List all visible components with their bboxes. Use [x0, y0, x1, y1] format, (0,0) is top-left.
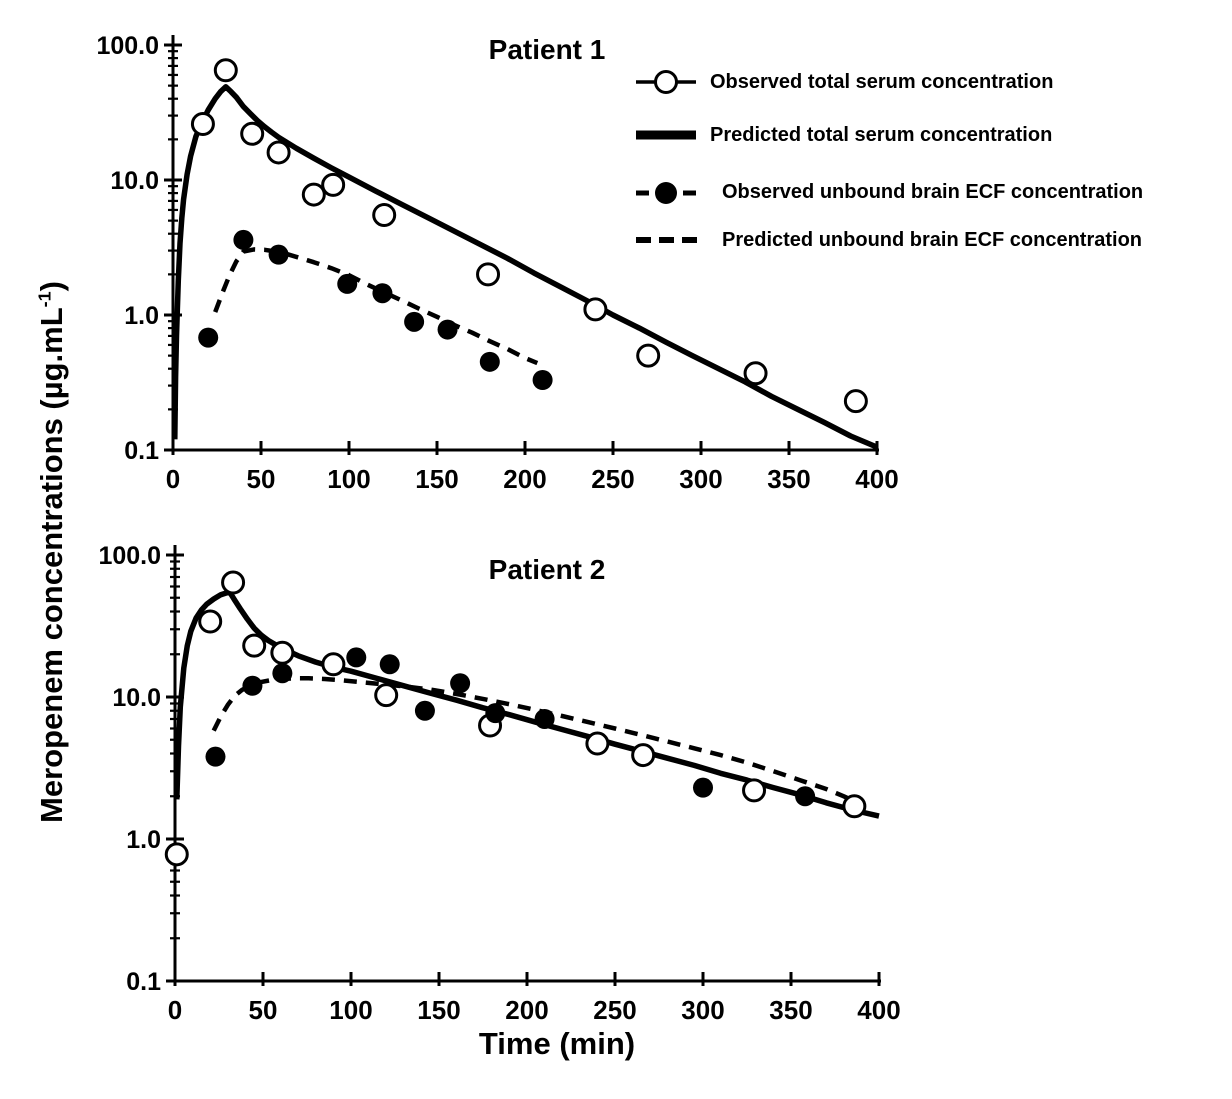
chart-patient-1: 0 50 100 150 200 250 300 350 400 100.0 10.0 1.0 0.1	[96, 32, 898, 494]
svg-text:400: 400	[857, 995, 900, 1025]
chart-title-patient-2: Patient 2	[488, 554, 606, 585]
svg-text:50: 50	[249, 995, 278, 1025]
y-axis-label-superscript: -1	[34, 291, 55, 308]
svg-text:250: 250	[593, 995, 636, 1025]
x-axis-patient-2: 0 50 100 150 200 250 300 350 400	[168, 972, 901, 1025]
y-axis-label-suffix: )	[34, 281, 69, 292]
svg-text:10.0: 10.0	[110, 167, 159, 195]
legend: Observed total serum concentration Predi…	[634, 56, 1232, 266]
svg-text:100: 100	[327, 464, 370, 494]
svg-text:1.0: 1.0	[126, 826, 161, 854]
series-predicted-unbound-brain-ecf-concentration	[211, 676, 866, 809]
y-axis-patient-2: 100.0 10.0 1.0 0.1	[98, 542, 184, 996]
series-observed-unbound-brain-ecf-concentration	[205, 647, 816, 807]
svg-text:350: 350	[769, 995, 812, 1025]
svg-text:300: 300	[679, 464, 722, 494]
svg-text:0: 0	[168, 995, 182, 1025]
y-axis-label-main: Meropenem concentrations (µg.mL	[34, 307, 69, 823]
y-axis-label: Meropenem concentrations (µg.mL-1)	[34, 281, 70, 823]
legend-label: Predicted total serum concentration	[710, 123, 1053, 146]
x-axis-patient-1: 0 50 100 150 200 250 300 350 400	[166, 441, 899, 494]
legend-item-observed-serum: Observed total serum concentration	[634, 68, 1053, 96]
svg-text:0.1: 0.1	[126, 968, 161, 996]
legend-item-observed-brain: Observed unbound brain ECF concentration	[634, 178, 1143, 206]
svg-text:100.0: 100.0	[98, 542, 161, 570]
svg-text:300: 300	[681, 995, 724, 1025]
series-observed-total-serum-concentration	[164, 570, 867, 867]
filled-circle-dashes-icon	[636, 182, 696, 204]
thick-solid-line-icon	[636, 130, 696, 140]
svg-text:150: 150	[415, 464, 458, 494]
chart-title-patient-1: Patient 1	[488, 34, 606, 65]
svg-text:100.0: 100.0	[96, 32, 159, 60]
x-axis-label: Time (min)	[478, 1026, 636, 1061]
svg-text:150: 150	[417, 995, 460, 1025]
svg-text:400: 400	[855, 464, 898, 494]
svg-text:100: 100	[329, 995, 372, 1025]
svg-text:0: 0	[166, 464, 180, 494]
series-observed-total-serum-concentration	[190, 58, 868, 414]
y-axis-patient-1: 100.0 10.0 1.0 0.1	[96, 32, 182, 465]
series-predicted-unbound-brain-ecf-concentration	[213, 247, 539, 366]
svg-text:1.0: 1.0	[124, 302, 159, 330]
svg-text:50: 50	[247, 464, 276, 494]
svg-text:200: 200	[505, 995, 548, 1025]
legend-label: Observed total serum concentration	[710, 70, 1054, 93]
chart-patient-2: 0 50 100 150 200 250 300 350 400 100.0 10.0 1.0 0.1	[98, 542, 900, 1025]
svg-text:250: 250	[591, 464, 634, 494]
svg-text:200: 200	[503, 464, 546, 494]
legend-item-predicted-serum: Predicted total serum concentration	[634, 121, 1052, 149]
svg-text:350: 350	[767, 464, 810, 494]
legend-label: Observed unbound brain ECF concentration	[722, 180, 1144, 203]
legend-label: Predicted unbound brain ECF concentratio…	[722, 228, 1143, 251]
series-observed-unbound-brain-ecf-concentration	[198, 229, 553, 391]
legend-item-predicted-brain: Predicted unbound brain ECF concentratio…	[634, 226, 1142, 254]
svg-text:0.1: 0.1	[124, 437, 159, 465]
series-predicted-total-serum-concentration	[174, 589, 880, 819]
dashed-line-icon	[636, 237, 698, 243]
open-circle-line-icon	[636, 70, 696, 94]
series-predicted-total-serum-concentration	[172, 84, 879, 450]
svg-text:10.0: 10.0	[112, 684, 161, 712]
